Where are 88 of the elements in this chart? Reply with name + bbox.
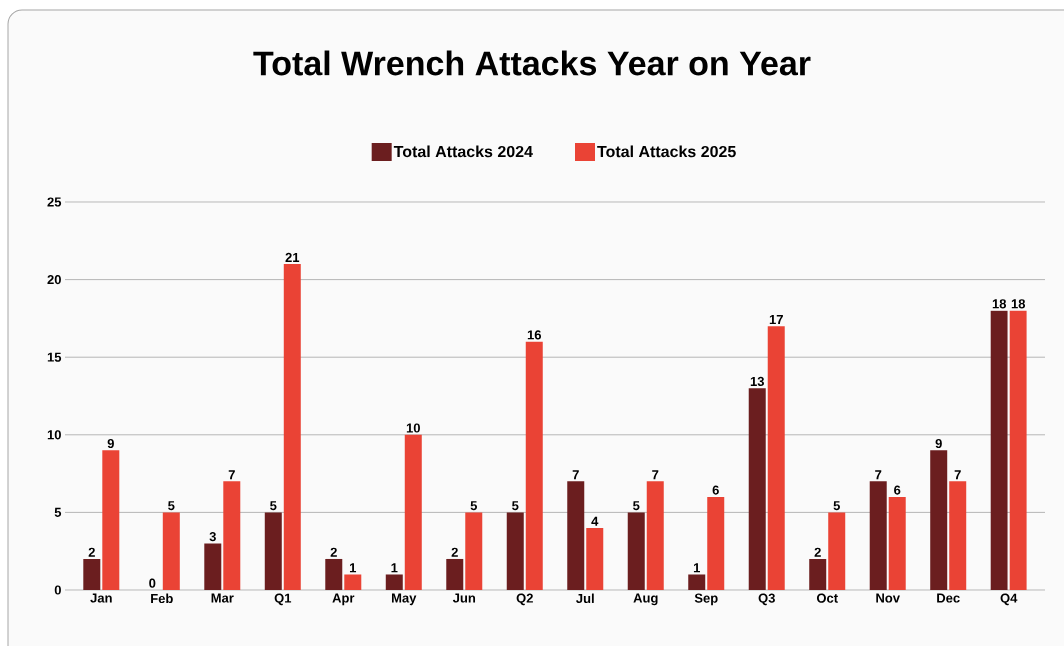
- x-tick-label: Aug: [633, 593, 658, 606]
- bar: [506, 512, 524, 590]
- bar: [627, 512, 645, 590]
- data-label: 21: [285, 252, 300, 262]
- bar: [949, 481, 967, 590]
- data-label: 5: [168, 501, 175, 511]
- x-tick-label: Q3: [758, 593, 775, 606]
- data-label: 7: [652, 470, 659, 480]
- bar: [990, 310, 1008, 590]
- x-tick-label: Jan: [90, 593, 112, 603]
- y-tick-label: 15: [47, 352, 62, 362]
- data-label: 1: [349, 563, 357, 573]
- x-tick-label: Q2: [516, 593, 533, 606]
- bar: [748, 388, 766, 590]
- y-tick-label: 10: [47, 430, 61, 440]
- data-label: 17: [769, 315, 783, 324]
- x-tick-label: Mar: [211, 593, 234, 603]
- bar: [465, 512, 483, 590]
- bar: [446, 558, 464, 590]
- legend-label: Total Attacks 2025: [597, 145, 736, 158]
- data-label: 5: [833, 501, 840, 511]
- bar: [204, 543, 222, 590]
- x-tick-label: Q1: [274, 593, 292, 606]
- x-tick-label: Q4: [1000, 593, 1018, 606]
- bar: [809, 558, 827, 590]
- bar: [283, 264, 301, 590]
- bar: [930, 450, 948, 590]
- bar: [586, 527, 604, 590]
- x-tick-label: Nov: [876, 593, 900, 603]
- data-label: 6: [712, 485, 719, 495]
- data-label: 13: [750, 376, 764, 387]
- bar: [404, 434, 422, 590]
- data-label: 2: [330, 547, 337, 557]
- bar: [1009, 310, 1027, 590]
- data-label: 2: [88, 547, 95, 557]
- data-label: 18: [992, 299, 1007, 309]
- y-tick-label: 25: [47, 197, 62, 207]
- bar: [688, 574, 706, 590]
- data-label: 2: [451, 547, 458, 557]
- data-label: 18: [1011, 299, 1026, 309]
- data-label: 1: [693, 563, 700, 573]
- bar: [869, 481, 887, 590]
- bar: [707, 496, 725, 590]
- bar: [646, 481, 664, 590]
- bar: [525, 341, 543, 590]
- x-tick-label: Sep: [694, 593, 718, 606]
- data-label: 16: [527, 330, 542, 340]
- x-tick-label: Feb: [151, 593, 173, 604]
- y-tick-label: 0: [54, 585, 61, 595]
- data-label: 10: [406, 423, 420, 433]
- bar: [223, 481, 241, 590]
- x-tick-label: Jun: [452, 593, 476, 603]
- data-label: 7: [954, 470, 961, 480]
- bar: [567, 481, 585, 590]
- legend-label: Total Attacks 2024: [393, 145, 533, 158]
- bar: [828, 512, 846, 590]
- x-tick-label: Oct: [816, 593, 838, 603]
- bar: [767, 326, 785, 590]
- data-label: 5: [633, 501, 640, 511]
- y-tick-label: 5: [54, 507, 62, 517]
- x-tick-label: Jul: [576, 593, 594, 604]
- data-label: 9: [935, 438, 942, 449]
- bar: [83, 558, 101, 590]
- data-label: 1: [391, 563, 398, 573]
- data-label: 5: [270, 501, 277, 511]
- data-label: 5: [470, 501, 478, 511]
- bar: [888, 496, 906, 590]
- data-label: 9: [107, 438, 114, 449]
- data-label: 4: [591, 516, 599, 526]
- data-label: 3: [209, 532, 216, 542]
- y-tick-label: 20: [47, 274, 61, 285]
- bar: [102, 450, 120, 590]
- bar: [264, 512, 282, 590]
- bar: [162, 512, 180, 590]
- x-tick-label: May: [391, 593, 417, 606]
- data-label: 7: [875, 470, 882, 480]
- data-label: 0: [149, 578, 156, 588]
- data-label: 5: [512, 501, 519, 511]
- x-tick-label: Apr: [332, 593, 355, 606]
- data-label: 7: [572, 470, 579, 480]
- data-label: 6: [894, 485, 901, 495]
- x-tick-label: Dec: [937, 593, 960, 603]
- bar: [325, 558, 343, 590]
- bar: [385, 574, 403, 590]
- data-label: 2: [814, 547, 821, 557]
- chart-title: Total Wrench Attacks Year on Year: [253, 50, 811, 76]
- bar: [344, 574, 362, 590]
- data-label: 7: [228, 470, 235, 480]
